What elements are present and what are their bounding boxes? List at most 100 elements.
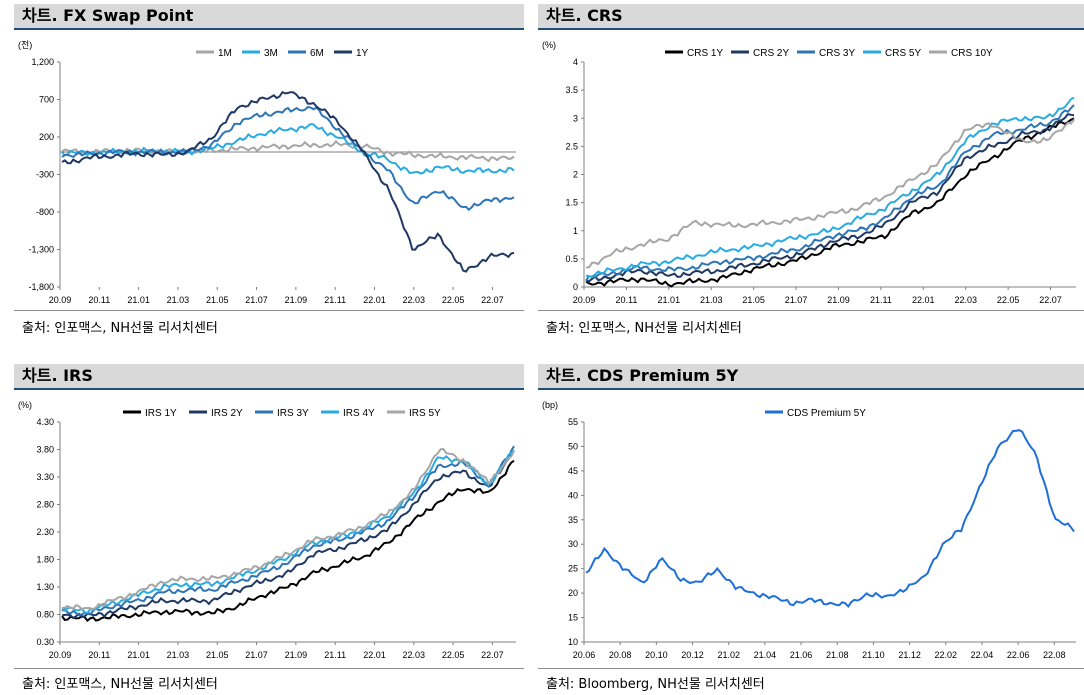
y-tick-label: 0 <box>573 282 578 292</box>
series-line-irs-1y <box>61 459 515 623</box>
series-line-crs-10y <box>586 118 1075 269</box>
x-tick-label: 21.07 <box>245 650 268 660</box>
x-tick-label: 21.11 <box>324 295 346 305</box>
panel-irs: 차트. IRS (%) 4.30 3.80 3.30 2.80 2.30 1.80 1.30 0… <box>14 364 538 695</box>
legend-label: CRS 2Y <box>753 48 789 59</box>
source-divider <box>14 310 524 311</box>
x-tick-label: 22.01 <box>363 295 386 305</box>
x-tick-label: 20.09 <box>49 650 72 660</box>
x-tick-label: 22.01 <box>912 295 935 305</box>
x-tick-label: 20.06 <box>573 650 596 660</box>
y-tick-label: 30 <box>568 539 578 549</box>
x-tick-label: 20.10 <box>645 650 668 660</box>
series-line-crs-2y <box>585 112 1075 283</box>
crs-chart: (%) 4 3.5 3 2.5 2 1.5 1 0.5 0 20.09 20.11 21.01 21.03… <box>542 40 1076 305</box>
y-tick-label: 2 <box>573 170 578 180</box>
x-tick-label: 21.01 <box>127 650 150 660</box>
irs-chart: (%) 4.30 3.80 3.30 2.80 2.30 1.80 1.30 0.80 0.30 2… <box>18 400 516 660</box>
x-tick-label: 21.04 <box>754 650 777 660</box>
series-line-1y <box>61 90 515 273</box>
source-note: 출처: 인포맥스, NH선물 리서치센터 <box>22 321 218 336</box>
legend-label: 6M <box>310 48 324 59</box>
legend-label: CRS 3Y <box>819 48 855 59</box>
y-tick-label: -800 <box>36 207 54 217</box>
x-tick-label: 21.02 <box>717 650 740 660</box>
x-tick-label: 20.09 <box>573 295 596 305</box>
x-tick-label: 21.05 <box>742 295 765 305</box>
unit-label: (%) <box>542 40 556 50</box>
x-tick-label: 22.03 <box>954 295 977 305</box>
y-tick-label: 1.5 <box>565 198 578 208</box>
unit-label: (%) <box>18 400 32 410</box>
legend-label: IRS 4Y <box>343 408 375 419</box>
x-tick-label: 21.08 <box>826 650 849 660</box>
y-tick-label: 0.80 <box>36 610 54 620</box>
x-tick-label: 21.07 <box>785 295 808 305</box>
y-tick-label: 1 <box>573 226 578 236</box>
panel-title: 차트. IRS <box>14 364 524 390</box>
panel-crs: 차트. CRS (%) 4 3.5 3 2.5 2 1.5 1 0.5 0 20.09 20.11 21… <box>538 4 1084 344</box>
y-tick-label: 50 <box>568 441 578 451</box>
legend-label: 1M <box>218 48 232 59</box>
y-tick-label: 20 <box>568 588 578 598</box>
panel-title: 차트. FX Swap Point <box>14 4 524 30</box>
x-tick-label: 21.07 <box>245 295 268 305</box>
series-line-cds-premium-5y <box>585 429 1075 608</box>
y-tick-label: 35 <box>568 515 578 525</box>
legend-label: CRS 1Y <box>687 48 723 59</box>
y-tick-label: 1,200 <box>31 57 54 67</box>
series-line-irs-3y <box>61 445 515 617</box>
x-tick-label: 21.11 <box>870 295 892 305</box>
series-line-crs-1y <box>585 117 1075 288</box>
x-tick-label: 22.05 <box>442 650 465 660</box>
series-line-1m <box>61 139 515 163</box>
panel-fx-swap: 차트. FX Swap Point (전) 1,200 700 200 -300 -800… <box>14 4 538 344</box>
x-tick-label: 20.11 <box>615 295 637 305</box>
x-tick-label: 22.07 <box>481 295 504 305</box>
source-note: 출처: Bloomberg, NH선물 리서치센터 <box>546 677 765 692</box>
x-tick-label: 22.04 <box>971 650 994 660</box>
y-tick-label: 55 <box>568 417 578 427</box>
y-tick-label: 25 <box>568 564 578 574</box>
legend-label: CRS 10Y <box>951 48 993 59</box>
legend-label: IRS 5Y <box>409 408 441 419</box>
source-note: 출처: 인포맥스, NH선물 리서치센터 <box>546 321 742 336</box>
x-tick-label: 22.05 <box>442 295 465 305</box>
x-tick-label: 22.02 <box>934 650 957 660</box>
series-line-irs-5y <box>61 448 515 611</box>
x-tick-label: 21.11 <box>324 650 346 660</box>
y-tick-label: 0.30 <box>36 637 54 647</box>
x-tick-label: 21.03 <box>167 650 190 660</box>
x-tick-label: 21.05 <box>206 295 229 305</box>
y-tick-label: 45 <box>568 466 578 476</box>
legend-label: CDS Premium 5Y <box>787 408 866 419</box>
source-note: 출처: 인포맥스, NH선물 리서치센터 <box>22 677 218 692</box>
x-tick-label: 22.05 <box>997 295 1020 305</box>
series-line-crs-3y <box>585 104 1075 282</box>
x-tick-label: 21.01 <box>127 295 150 305</box>
y-tick-label: 0.5 <box>565 254 578 264</box>
y-tick-label: 700 <box>39 95 54 105</box>
x-tick-label: 21.09 <box>827 295 850 305</box>
x-tick-label: 20.11 <box>88 295 110 305</box>
legend-label: IRS 2Y <box>211 408 243 419</box>
x-tick-label: 21.10 <box>862 650 885 660</box>
panel-cds: 차트. CDS Premium 5Y (bp) 55 50 45 40 35 30 25 20 1… <box>538 364 1084 695</box>
series-line-irs-2y <box>61 450 515 620</box>
legend-label: CRS 5Y <box>885 48 921 59</box>
y-tick-label: 2.5 <box>565 141 578 151</box>
legend-label: 3M <box>264 48 278 59</box>
x-tick-label: 22.01 <box>363 650 386 660</box>
x-tick-label: 22.08 <box>1043 650 1066 660</box>
source-divider <box>538 668 1084 669</box>
y-tick-label: 15 <box>568 613 578 623</box>
x-tick-label: 21.03 <box>167 295 190 305</box>
legend-label: IRS 3Y <box>277 408 309 419</box>
series-line-irs-4y <box>61 449 515 615</box>
unit-label: (bp) <box>542 400 558 410</box>
y-tick-label: 3 <box>573 113 578 123</box>
y-tick-label: -1,300 <box>28 245 54 255</box>
x-tick-label: 21.12 <box>898 650 921 660</box>
x-tick-label: 21.05 <box>206 650 229 660</box>
y-tick-label: 10 <box>568 637 578 647</box>
